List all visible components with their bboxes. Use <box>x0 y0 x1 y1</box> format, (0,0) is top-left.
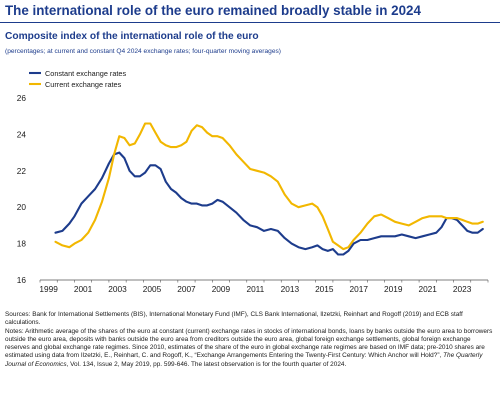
journal-name: The Quarterly Journal of Economics <box>5 352 483 368</box>
x-tick-label: 2023 <box>453 284 472 294</box>
series-line-constant <box>54 151 484 256</box>
headline-divider <box>0 22 500 23</box>
x-tick-label: 2021 <box>418 284 437 294</box>
x-tick-label: 2009 <box>212 284 231 294</box>
series-line-current <box>54 122 484 251</box>
x-tick-label: 1999 <box>39 284 58 294</box>
chart-notes: Sources: Bank for International Settleme… <box>5 311 495 369</box>
x-tick-label: 2005 <box>143 284 162 294</box>
notes-body: Notes: Arithmetic average of the shares … <box>5 327 493 360</box>
legend-label: Current exchange rates <box>45 80 122 89</box>
x-tick-label: 2001 <box>74 284 93 294</box>
chart-title: Composite index of the international rol… <box>5 31 259 42</box>
y-tick-label: 26 <box>17 93 27 103</box>
x-tick-label: 2019 <box>384 284 403 294</box>
x-tick-label: 2003 <box>108 284 127 294</box>
notes-text: Notes: Arithmetic average of the shares … <box>5 328 495 369</box>
line-chart: 16 18 20 22 24 26 1999 2001 2003 2005 2007 2009 2011… <box>17 69 489 294</box>
x-tick-label: 2017 <box>350 284 369 294</box>
page-headline: The international role of the euro remai… <box>5 3 421 18</box>
legend-label: Constant exchange rates <box>45 69 126 78</box>
y-tick-label: 16 <box>17 275 27 285</box>
y-tick-label: 20 <box>17 202 27 212</box>
x-tick-label: 2011 <box>246 284 264 294</box>
x-tick-label: 2013 <box>281 284 300 294</box>
x-tick-label: 2015 <box>315 284 334 294</box>
y-tick-label: 18 <box>17 239 27 249</box>
citation-tail: , Vol. 134, Issue 2, May 2019, pp. 599-6… <box>66 360 347 368</box>
chart-subtitle: (percentages; at current and constant Q4… <box>5 48 281 55</box>
sources-text: Sources: Bank for International Settleme… <box>5 311 463 327</box>
y-tick-label: 22 <box>17 166 27 176</box>
y-tick-label: 24 <box>17 129 27 139</box>
x-tick-label: 2007 <box>177 284 196 294</box>
